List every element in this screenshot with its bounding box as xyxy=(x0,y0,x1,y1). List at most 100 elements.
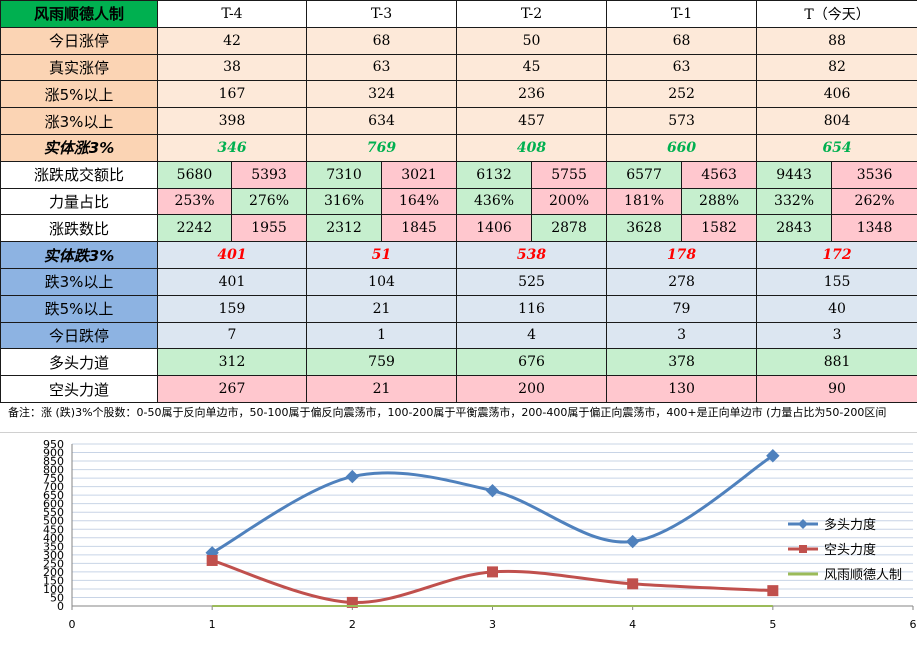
rise-value-cell: 316% xyxy=(306,187,383,216)
legend-label: 风雨顺德人制 xyxy=(824,568,902,583)
value-cell: 3 xyxy=(606,321,758,350)
value-cell: 676 xyxy=(456,348,608,377)
row-label: 涨跌数比 xyxy=(0,214,158,243)
bear-point xyxy=(767,585,779,597)
fall-value-cell: 3536 xyxy=(831,160,917,189)
rise-value-cell: 6132 xyxy=(456,160,533,189)
value-cell: 252 xyxy=(606,80,758,109)
value-cell: 155 xyxy=(756,267,917,296)
pair-row: 力量占比 253% 276% 316% 164% 436% 200% 181% 288% 332%… xyxy=(0,187,917,216)
fall-value-cell: 3021 xyxy=(381,160,458,189)
market-sentiment-table: 风雨顺德人制 T-4 T-3 T-2 T-1 T（今天） 今日涨停 42 68 50 68 88 真实涨… xyxy=(0,0,917,403)
x-tick-label: 1 xyxy=(209,618,216,631)
bear-point xyxy=(346,596,358,608)
value-cell: 401 xyxy=(156,241,308,269)
fall-value-cell: 4563 xyxy=(681,160,758,189)
rise-row: 涨3%以上 398 634 457 573 804 xyxy=(0,107,917,135)
column-header: T-4 xyxy=(156,0,308,28)
solid-fall-row: 实体跌3% 401 51 538 178 172 xyxy=(0,241,917,269)
value-cell: 654 xyxy=(756,133,917,162)
y-tick-label: 500 xyxy=(43,515,64,528)
value-cell: 312 xyxy=(156,348,308,377)
value-cell: 63 xyxy=(606,53,758,82)
footnote: 备注：涨 (跌)3%个股数：0-50属于反向单边市，50-100属于偏反向震荡市… xyxy=(8,406,887,419)
value-cell: 406 xyxy=(756,80,917,109)
value-cell: 42 xyxy=(156,26,308,55)
row-label: 今日跌停 xyxy=(0,321,158,350)
value-cell: 178 xyxy=(606,241,758,269)
column-header: T-1 xyxy=(606,0,758,28)
strength-line-chart: 0501001502002503003504004505005506006507… xyxy=(0,432,917,631)
value-cell: 398 xyxy=(156,107,308,135)
pair-row: 涨跌成交额比 5680 5393 7310 3021 6132 5755 6577 4563 94… xyxy=(0,160,917,189)
y-tick-label: 550 xyxy=(43,506,64,519)
x-tick-label: 2 xyxy=(349,618,356,631)
value-cell: 1 xyxy=(306,321,458,350)
column-header: T-2 xyxy=(456,0,608,28)
value-cell: 7 xyxy=(156,321,308,350)
value-cell: 457 xyxy=(456,107,608,135)
value-cell: 408 xyxy=(456,133,608,162)
row-label: 真实涨停 xyxy=(0,53,158,82)
row-label: 涨3%以上 xyxy=(0,107,158,135)
value-cell: 40 xyxy=(756,294,917,323)
rise-value-cell: 3628 xyxy=(606,214,683,243)
bear-row: 空头力道 267 21 200 130 90 xyxy=(0,375,917,403)
bear-point xyxy=(627,578,639,590)
fall-value-cell: 5393 xyxy=(230,160,308,189)
value-cell: 525 xyxy=(456,267,608,296)
y-tick-label: 250 xyxy=(43,557,64,570)
rise-value-cell: 436% xyxy=(456,187,533,216)
value-cell: 4 xyxy=(456,321,608,350)
row-label: 涨跌成交额比 xyxy=(0,160,158,189)
y-tick-label: 950 xyxy=(43,438,64,451)
row-label: 实体跌3% xyxy=(0,241,158,269)
rise-value-cell: 2312 xyxy=(306,214,383,243)
value-cell: 324 xyxy=(306,80,458,109)
rise-value-cell: 2242 xyxy=(157,214,232,243)
value-cell: 68 xyxy=(306,26,458,55)
value-cell: 538 xyxy=(456,241,608,269)
bear-point xyxy=(206,554,218,566)
rise-value-cell: 181% xyxy=(606,187,683,216)
fall-value-cell: 2878 xyxy=(531,214,608,243)
y-tick-label: 450 xyxy=(43,523,64,536)
y-tick-label: 650 xyxy=(43,489,64,502)
value-cell: 130 xyxy=(606,375,758,403)
value-cell: 769 xyxy=(306,133,458,162)
pair-row: 涨跌数比 2242 1955 2312 1845 1406 2878 3628 1582 2843… xyxy=(0,214,917,243)
x-tick-label: 5 xyxy=(769,618,776,631)
rise-value-cell: 6577 xyxy=(606,160,683,189)
rise-row: 今日涨停 42 68 50 68 88 xyxy=(0,26,917,55)
y-tick-label: 300 xyxy=(43,549,64,562)
fall-value-cell: 1845 xyxy=(381,214,458,243)
bull-point xyxy=(345,469,360,484)
column-header: T（今天） xyxy=(756,0,917,28)
y-tick-label: 200 xyxy=(43,566,64,579)
y-tick-label: 0 xyxy=(57,600,64,613)
fall-value-cell: 262% xyxy=(831,187,917,216)
row-label: 力量占比 xyxy=(0,187,158,216)
bull-point xyxy=(625,534,640,549)
value-cell: 167 xyxy=(156,80,308,109)
legend-marker xyxy=(798,519,808,529)
fall-value-cell: 1955 xyxy=(230,214,308,243)
fall-value-cell: 276% xyxy=(230,187,308,216)
bull-point xyxy=(766,449,780,463)
value-cell: 3 xyxy=(756,321,917,350)
header-row: 风雨顺德人制 T-4 T-3 T-2 T-1 T（今天） xyxy=(0,0,917,28)
fall-value-cell: 200% xyxy=(531,187,608,216)
y-tick-label: 700 xyxy=(43,481,64,494)
row-label: 空头力道 xyxy=(0,375,158,403)
legend-label: 多头力度 xyxy=(824,517,876,533)
value-cell: 634 xyxy=(306,107,458,135)
value-cell: 88 xyxy=(756,26,917,55)
value-cell: 573 xyxy=(606,107,758,135)
value-cell: 172 xyxy=(756,241,917,269)
rise-value-cell: 7310 xyxy=(306,160,383,189)
fall-value-cell: 1582 xyxy=(681,214,758,243)
value-cell: 51 xyxy=(306,241,458,269)
fall-value-cell: 288% xyxy=(681,187,758,216)
value-cell: 881 xyxy=(756,348,917,377)
table-title: 风雨顺德人制 xyxy=(0,0,158,28)
